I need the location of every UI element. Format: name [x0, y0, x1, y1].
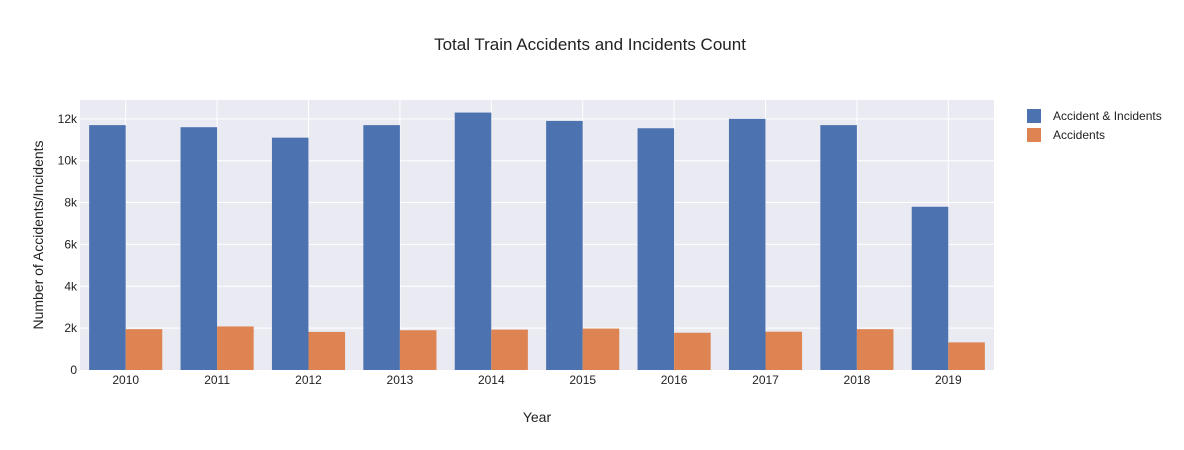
bar-accidents-2019: [948, 342, 985, 370]
x-axis-title: Year: [523, 409, 552, 425]
y-tick-label: 8k: [64, 196, 78, 210]
x-tick-label: 2010: [112, 373, 139, 387]
bar-accidents-2011: [217, 326, 254, 370]
legend-swatch: [1027, 128, 1041, 142]
chart-title: Total Train Accidents and Incidents Coun…: [434, 35, 746, 54]
bar-accident-incidents-2017: [728, 118, 766, 370]
bar-accident-incidents-2012: [271, 137, 309, 370]
y-tick-label: 4k: [64, 279, 78, 293]
bar-accidents-2015: [582, 328, 620, 370]
x-tick-label: 2014: [478, 373, 505, 387]
y-tick-label: 0: [70, 363, 77, 377]
bar-accidents-2013: [399, 330, 437, 370]
y-tick-label: 6k: [64, 237, 78, 251]
bar-accident-incidents-2015: [546, 120, 583, 370]
x-tick-label: 2011: [204, 373, 230, 387]
bar-accidents-2016: [674, 332, 711, 370]
x-axis-ticks: 2010 2011 2012 2013 2014 2015 2016 2017 2018 2019: [112, 373, 962, 387]
bar-accidents-2018: [856, 329, 894, 370]
legend: Accident & Incidents Accidents: [1027, 109, 1162, 142]
legend-swatch: [1027, 109, 1041, 123]
y-tick-label: 12k: [58, 112, 78, 126]
y-axis-title: Number of Accidents/Incidents: [30, 140, 46, 329]
x-tick-label: 2017: [752, 373, 779, 387]
x-tick-label: 2019: [935, 373, 962, 387]
bar-accident-incidents-2016: [637, 128, 675, 370]
y-tick-label: 10k: [58, 154, 78, 168]
legend-label: Accident & Incidents: [1053, 109, 1162, 123]
x-tick-label: 2012: [295, 373, 322, 387]
x-tick-label: 2015: [569, 373, 596, 387]
y-tick-label: 2k: [64, 321, 78, 335]
x-tick-label: 2018: [844, 373, 871, 387]
bar-accident-incidents-2010: [89, 125, 126, 371]
y-axis-ticks: 0 2k 4k 6k 8k 10k 12k: [58, 112, 78, 377]
bar-accident-incidents-2019: [911, 206, 949, 370]
bar-accident-incidents-2018: [820, 125, 857, 371]
bar-accidents-2010: [125, 329, 163, 370]
bar-accident-incidents-2013: [363, 125, 400, 371]
bar-accidents-2017: [765, 331, 803, 370]
bar-accidents-2012: [308, 331, 346, 370]
bar-accident-incidents-2011: [180, 127, 218, 370]
bar-accidents-2014: [491, 329, 528, 370]
bars-group: [89, 112, 985, 371]
x-tick-label: 2013: [387, 373, 414, 387]
x-tick-label: 2016: [661, 373, 688, 387]
legend-label: Accidents: [1053, 128, 1105, 142]
bar-accident-incidents-2014: [454, 112, 492, 370]
